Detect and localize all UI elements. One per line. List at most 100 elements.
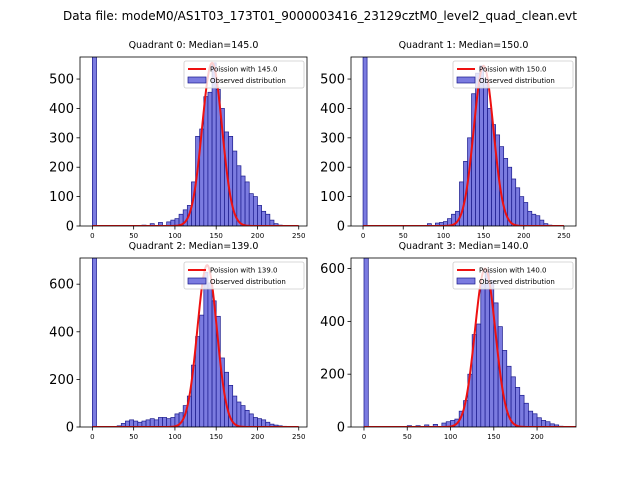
- histogram-bar: [248, 413, 254, 427]
- x-tick-label: 0: [361, 232, 365, 240]
- x-tick-label: 200: [251, 433, 264, 441]
- legend-label-observed: Observed distribution: [210, 77, 286, 85]
- subplot-quadrant-2: 0 200 400 600 0 50 100 150 200 250 Quadrant 2: Med…: [49, 241, 308, 441]
- histogram-bar: [92, 57, 97, 226]
- legend-label-observed: Observed distribution: [479, 77, 555, 85]
- histogram-bar: [236, 165, 242, 226]
- histogram-bar: [207, 282, 213, 427]
- histogram-bar: [203, 96, 209, 226]
- legend-box: [183, 60, 305, 89]
- histogram-bar: [199, 314, 205, 427]
- histogram-bar: [240, 405, 246, 427]
- x-tick-label: 100: [168, 433, 181, 441]
- legend-label-fit: Poission with 150.0: [479, 66, 547, 74]
- x-tick-label: 0: [90, 433, 94, 441]
- histogram-bar: [363, 258, 369, 427]
- x-tick-label: 250: [292, 433, 305, 441]
- histogram-bar: [228, 136, 234, 226]
- histogram-bar: [257, 418, 262, 427]
- histogram-bar: [92, 258, 97, 427]
- x-tick-label: 150: [210, 232, 223, 240]
- axes-frame: [79, 257, 308, 428]
- histogram-bar: [515, 387, 521, 427]
- subplot-quadrant-1: 0 100 200 300 400 500 0 50 100 150 200 250 Quadrant …: [320, 40, 577, 240]
- y-tick-label: 600: [49, 278, 74, 293]
- x-tick-label: 150: [487, 433, 500, 441]
- x-tick-label: 50: [129, 433, 138, 441]
- histogram-bar: [252, 196, 258, 226]
- histogram-bar: [459, 181, 464, 226]
- axes-frame: [350, 56, 577, 227]
- histogram-bar: [483, 78, 488, 226]
- histogram-bar: [426, 223, 432, 226]
- poisson-fit-line: [92, 263, 299, 427]
- y-tick-label: 0: [66, 220, 74, 235]
- histogram-bar: [236, 401, 242, 427]
- y-tick-label: 100: [49, 190, 74, 205]
- histogram-bar: [129, 419, 135, 427]
- x-tick-label: 200: [517, 232, 530, 240]
- x-tick-label: 200: [530, 433, 543, 441]
- x-tick-label: 0: [90, 232, 94, 240]
- subplot-title: Quadrant 2: Median=139.0: [129, 241, 259, 252]
- histogram-bar: [528, 410, 534, 427]
- x-tick-label: 100: [168, 232, 181, 240]
- histogram-bar: [511, 178, 517, 226]
- histogram-bar: [515, 187, 521, 226]
- y-tick-label: 300: [49, 131, 74, 146]
- y-tick-label: 0: [66, 421, 74, 436]
- subplot-title: Quadrant 0: Median=145.0: [129, 40, 259, 51]
- histogram-bar: [265, 213, 271, 226]
- plot-area: [362, 57, 564, 226]
- histogram-bar: [484, 270, 490, 427]
- legend-label-fit: Poission with 145.0: [210, 66, 278, 74]
- legend-label-fit: Poission with 140.0: [479, 267, 547, 275]
- histogram-bar: [145, 419, 151, 427]
- legend-label-observed: Observed distribution: [210, 278, 286, 286]
- histogram-bar: [476, 323, 482, 427]
- histogram-bar: [510, 376, 516, 427]
- histogram-bar: [519, 196, 525, 226]
- histogram-bar: [166, 418, 172, 427]
- x-tick-label: 250: [292, 232, 305, 240]
- legend: Poission with 150.0 Observed distribution: [452, 60, 574, 89]
- legend-label-observed: Observed distribution: [479, 278, 555, 286]
- plot-area: [363, 258, 576, 427]
- y-tick-label: 0: [337, 220, 345, 235]
- legend-box: [452, 261, 574, 290]
- histogram-bar: [523, 402, 529, 427]
- histogram-bar: [252, 417, 258, 427]
- histogram-bar: [162, 417, 168, 427]
- legend-bar-swatch: [187, 277, 207, 285]
- axes-frame: [350, 257, 577, 428]
- x-tick-label: 100: [437, 232, 450, 240]
- y-tick-label: 200: [320, 368, 345, 383]
- histogram-bar: [432, 424, 438, 427]
- y-tick-label: 200: [49, 161, 74, 176]
- y-tick-label: 200: [320, 161, 345, 176]
- y-tick-label: 100: [320, 190, 345, 205]
- histogram-bar: [248, 193, 254, 226]
- x-tick-label: 50: [399, 232, 408, 240]
- subplot-title: Quadrant 3: Median=140.0: [399, 241, 529, 252]
- x-tick-label: 150: [210, 433, 223, 441]
- histogram-bar: [207, 91, 213, 226]
- histogram-bar: [261, 419, 267, 427]
- histogram-bar: [424, 424, 430, 427]
- legend-label-fit: Poission with 139.0: [210, 267, 278, 275]
- histogram-bar: [244, 181, 250, 226]
- histogram-bar: [523, 202, 529, 226]
- histogram-bar: [527, 210, 533, 226]
- histogram-bar: [519, 394, 525, 427]
- histogram-bar: [153, 419, 159, 427]
- histogram-bar: [487, 108, 492, 226]
- histogram-bar: [240, 175, 246, 226]
- histogram-bar: [261, 210, 267, 226]
- subplot-title: Quadrant 1: Median=150.0: [399, 40, 529, 51]
- y-tick-label: 500: [49, 73, 74, 88]
- histogram-bar: [257, 205, 262, 226]
- legend-bar-swatch: [456, 277, 476, 285]
- x-tick-label: 250: [557, 232, 570, 240]
- histogram-bar: [158, 417, 163, 427]
